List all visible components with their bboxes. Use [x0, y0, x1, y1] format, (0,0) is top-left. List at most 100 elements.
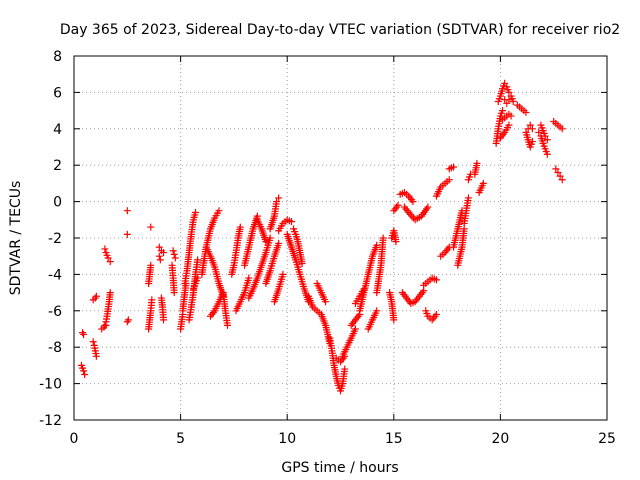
data-point: [155, 243, 163, 251]
data-point: [171, 254, 179, 262]
y-tick-label: -10: [39, 377, 62, 393]
data-point: [528, 125, 536, 133]
data-point: [541, 132, 549, 140]
data-point: [558, 125, 566, 133]
chart-title: Day 365 of 2023, Sidereal Day-to-day VTE…: [60, 22, 620, 38]
data-point: [124, 316, 132, 324]
x-tick-label: 5: [176, 431, 185, 447]
data-point: [503, 99, 511, 107]
data-point: [236, 223, 244, 231]
y-tick-label: 2: [53, 158, 62, 174]
data-point: [341, 352, 349, 360]
data-point: [275, 194, 283, 202]
data-point: [101, 321, 109, 329]
data-point: [556, 172, 564, 180]
data-point: [194, 256, 202, 264]
data-point: [322, 298, 330, 306]
data-point: [473, 159, 481, 167]
data-point: [81, 371, 89, 378]
x-tick-label: 10: [278, 431, 296, 447]
data-point: [279, 270, 287, 278]
y-tick-label: 6: [53, 85, 62, 101]
data-point: [522, 108, 530, 116]
data-point: [79, 329, 87, 337]
data-point: [394, 201, 402, 209]
data-point: [409, 198, 417, 206]
data-point: [543, 150, 551, 158]
data-point: [80, 367, 88, 375]
data-point: [449, 163, 457, 171]
data-point: [373, 241, 381, 249]
plot-frame: [73, 55, 608, 421]
data-point: [499, 107, 507, 115]
data-point: [275, 239, 283, 247]
data-point: [147, 223, 155, 231]
data-point: [101, 245, 109, 253]
data-point: [92, 292, 100, 300]
x-tick-label: 0: [70, 431, 79, 447]
y-tick-label: -4: [48, 267, 62, 283]
data-point: [170, 250, 178, 258]
data-point: [192, 209, 200, 217]
y-tick-label: 0: [53, 195, 62, 211]
data-point: [558, 176, 566, 184]
data-point: [410, 214, 418, 222]
data-point: [106, 289, 114, 297]
data-point: [392, 238, 400, 246]
data-point: [373, 307, 381, 315]
x-axis-title: GPS time / hours: [281, 460, 398, 476]
data-point: [432, 276, 440, 284]
y-tick-label: -12: [39, 413, 62, 429]
data-point: [379, 234, 387, 242]
y-tick-label: -6: [48, 304, 62, 320]
data-point: [351, 325, 359, 333]
data-point: [224, 321, 232, 329]
data-point: [170, 289, 178, 297]
data-point: [432, 310, 440, 318]
data-point: [160, 249, 168, 257]
data-point: [89, 338, 97, 346]
data-point: [552, 165, 560, 173]
data-point: [535, 128, 543, 136]
data-point: [266, 234, 274, 242]
data-point: [424, 203, 432, 211]
data-point: [554, 168, 562, 176]
data-point: [194, 274, 202, 282]
data-point: [543, 136, 551, 144]
data-point: [445, 176, 453, 184]
y-axis-title: SDTVAR / TECUs: [8, 181, 24, 296]
data-point: [123, 318, 131, 326]
data-point: [501, 79, 509, 87]
data-point: [528, 138, 536, 146]
x-tick-label: 20: [491, 431, 509, 447]
data-point: [509, 98, 517, 105]
data-point: [169, 247, 177, 255]
data-point: [505, 88, 513, 96]
data-point: [464, 194, 472, 202]
data-point: [298, 259, 306, 267]
x-tick-label: 25: [598, 431, 616, 447]
data-point: [160, 316, 168, 324]
data-point: [262, 238, 270, 246]
x-tick-label: 15: [385, 431, 403, 447]
data-point: [507, 112, 515, 120]
data-point: [80, 330, 88, 338]
data-point: [155, 252, 163, 260]
data-point: [215, 207, 223, 215]
data-point: [505, 96, 513, 104]
y-tick-label: 4: [53, 122, 62, 138]
data-point: [123, 230, 131, 238]
data-point: [505, 121, 513, 129]
data-point: [526, 121, 534, 129]
data-point: [123, 207, 131, 215]
data-point: [104, 254, 112, 262]
tick-labels: 0 5 10 15 20 25 -12 -10 -8 -6 -4 -2 0 2 4 6 8: [39, 49, 616, 447]
data-point: [390, 316, 398, 324]
y-tick-label: 8: [53, 49, 62, 65]
data-point: [341, 365, 349, 373]
data-point: [92, 352, 100, 360]
data-points: [77, 79, 566, 395]
y-tick-label: -2: [48, 231, 62, 247]
data-point: [156, 256, 164, 264]
